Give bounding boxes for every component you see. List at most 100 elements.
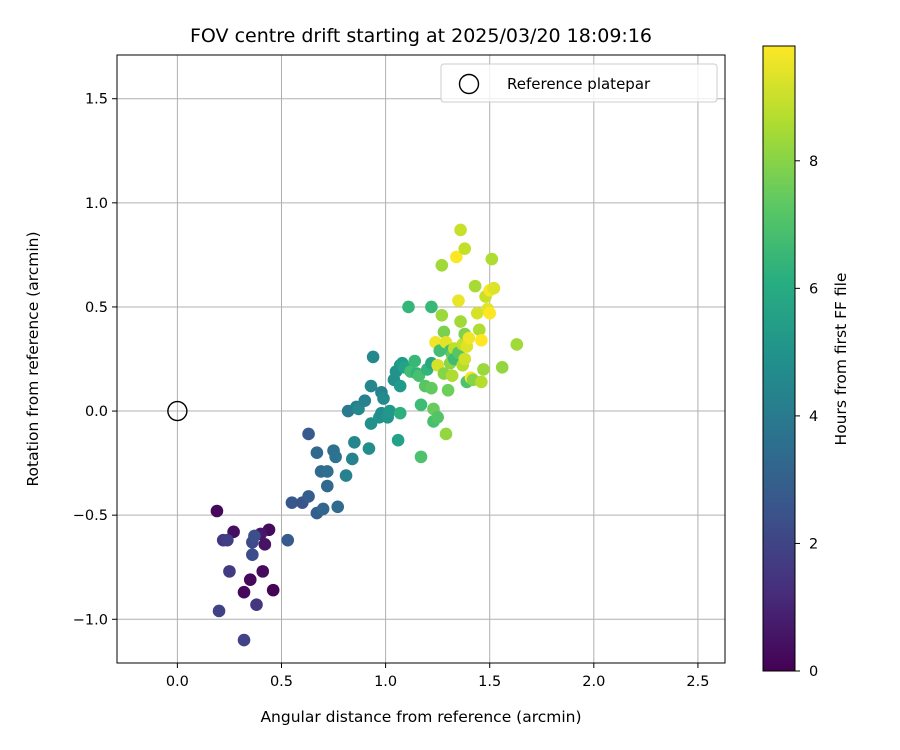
x-axis-ticks: 0.0 0.5 1.0 1.5 2.0 2.5 [166, 663, 709, 690]
data-point [281, 533, 295, 547]
data-point [431, 411, 444, 424]
x-tick-label: 2.5 [686, 674, 709, 690]
data-point [221, 533, 234, 547]
data-point [495, 361, 509, 374]
data-point [321, 465, 334, 478]
data-point [358, 394, 372, 407]
data-point [331, 500, 345, 514]
y-axis-label: Rotation from reference (arcmin) [24, 231, 42, 486]
data-point [321, 479, 334, 493]
data-point [383, 404, 397, 418]
data-point [258, 538, 272, 551]
chart-title: FOV centre drift starting at 2025/03/20 … [190, 25, 652, 47]
y-tick-label: 0.0 [85, 404, 108, 420]
data-point [316, 502, 330, 516]
data-point [452, 294, 465, 307]
data-point [425, 381, 438, 395]
colorbar-ticks: 0 2 4 6 8 [795, 154, 818, 680]
data-point [248, 529, 261, 543]
data-point [364, 379, 378, 393]
colorbar: 0 2 4 6 8 Hours from first FF file [762, 45, 850, 680]
x-tick-label: 1.0 [374, 674, 397, 690]
y-tick-label: −0.5 [73, 508, 108, 524]
data-point [437, 325, 451, 339]
data-point [408, 354, 422, 368]
data-point [212, 604, 226, 618]
data-point [393, 379, 407, 393]
data-point [345, 452, 359, 466]
x-tick-label: 2.0 [582, 674, 605, 690]
y-axis-ticks: −1.0 −0.5 0.0 0.5 1.0 1.5 [73, 92, 117, 628]
colorbar-label: Hours from first FF file [832, 273, 850, 446]
legend: Reference platepar [440, 63, 718, 103]
data-point [477, 363, 490, 376]
data-point [470, 306, 484, 320]
data-point [246, 548, 259, 562]
scatter-points [210, 223, 524, 647]
data-point [468, 279, 482, 293]
colorbar-tick-label: 8 [809, 154, 818, 170]
data-point [462, 331, 476, 345]
y-tick-label: −1.0 [73, 612, 108, 628]
data-point [310, 446, 324, 459]
data-point [458, 352, 472, 366]
data-point [329, 450, 342, 464]
x-tick-label: 0.0 [166, 674, 189, 690]
data-point [243, 573, 257, 587]
data-point [237, 585, 251, 599]
grid-lines [117, 55, 725, 663]
data-point [302, 427, 315, 441]
data-point [266, 583, 280, 597]
data-point [223, 565, 236, 578]
data-point [473, 323, 486, 337]
data-point [414, 450, 428, 464]
data-point [435, 308, 449, 322]
data-point [458, 242, 472, 255]
data-point [475, 333, 488, 347]
data-point [362, 442, 376, 455]
data-point [483, 306, 497, 320]
data-point [402, 300, 415, 314]
y-tick-label: 1.0 [85, 196, 108, 212]
data-point [393, 406, 407, 420]
y-tick-label: 1.5 [85, 92, 108, 108]
data-point [285, 496, 299, 509]
data-point [348, 435, 361, 449]
data-point [237, 633, 251, 647]
data-point [250, 598, 263, 611]
y-tick-label: 0.5 [85, 300, 108, 316]
data-point [450, 250, 463, 264]
colorbar-tick-label: 2 [809, 536, 818, 552]
data-point [366, 350, 380, 364]
data-point [339, 469, 353, 482]
plot-frame [116, 54, 726, 664]
legend-box [440, 63, 718, 103]
legend-entry-label: Reference platepar [507, 75, 651, 93]
data-point [454, 223, 467, 237]
data-point [435, 259, 449, 272]
colorbar-tick-label: 4 [809, 409, 818, 425]
data-point [414, 398, 428, 412]
legend-marker-icon [458, 73, 480, 95]
data-point [391, 433, 405, 447]
x-tick-label: 1.5 [478, 674, 501, 690]
data-point [377, 392, 390, 405]
x-axis-label: Angular distance from reference (arcmin) [260, 708, 581, 726]
data-point [445, 369, 459, 382]
data-point [302, 490, 315, 503]
data-point [485, 252, 499, 266]
data-point [256, 565, 270, 578]
data-point [454, 315, 467, 328]
colorbar-gradient [762, 45, 796, 672]
data-point [441, 383, 455, 397]
data-point [439, 427, 453, 441]
data-point [210, 504, 224, 518]
reference-point-marker [167, 400, 188, 422]
colorbar-tick-label: 0 [809, 664, 818, 680]
x-tick-label: 0.5 [270, 674, 293, 690]
colorbar-tick-label: 6 [809, 281, 818, 297]
data-point [487, 281, 501, 295]
data-point [425, 300, 438, 314]
data-point [475, 375, 488, 389]
